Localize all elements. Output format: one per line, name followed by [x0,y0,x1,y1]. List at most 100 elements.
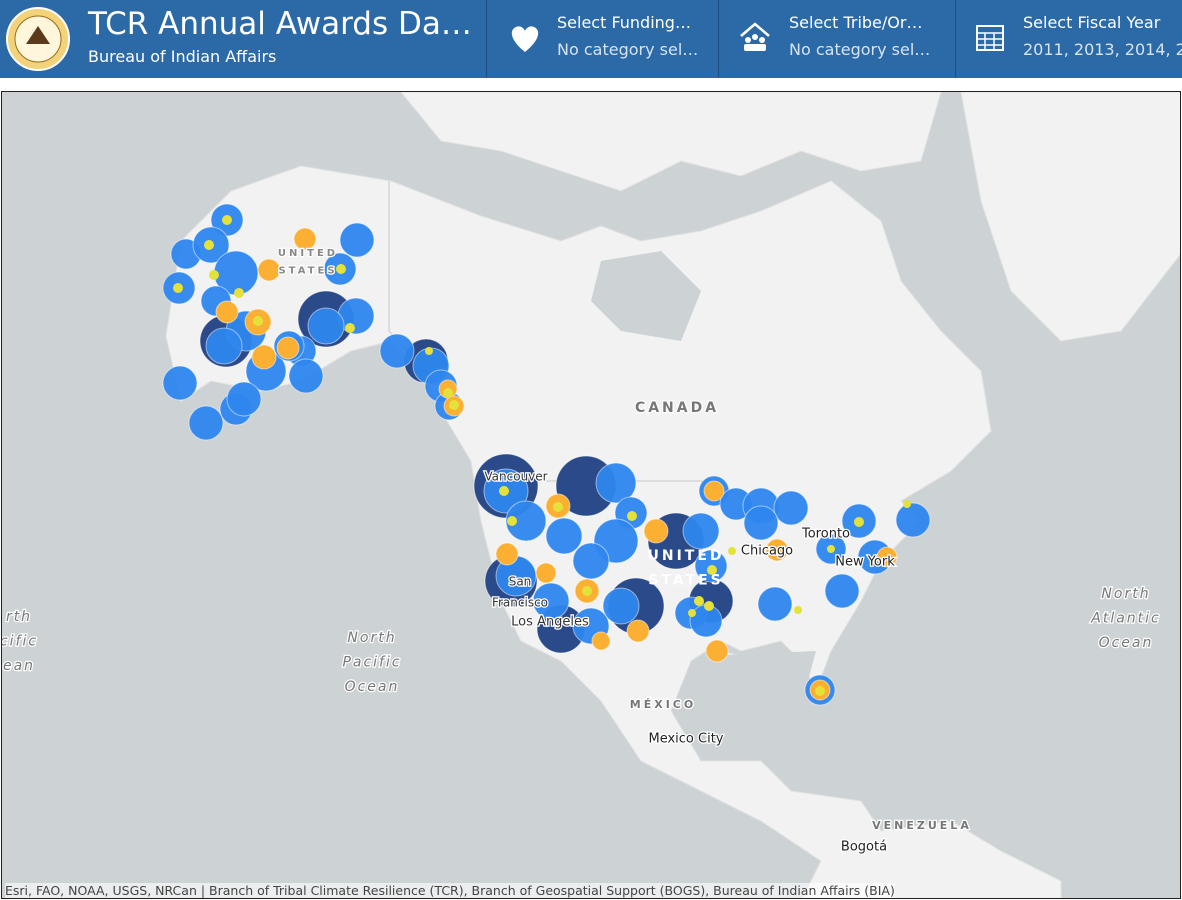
map-marker [757,586,793,622]
map-label: Ocean [345,679,400,695]
map-label: STATES [278,266,337,277]
map-marker [627,511,637,521]
icon [740,22,770,51]
map-label: Vancouver [484,470,547,484]
map-label: UNITED [278,248,338,259]
map-marker [682,512,720,550]
map-marker [276,336,300,360]
filter-value: No category sel… [789,40,931,59]
map-marker [535,562,557,584]
map-marker [253,316,263,326]
map-label: Francisco [492,596,548,610]
map-label: Bogotá [841,840,887,855]
map-marker [688,609,696,617]
filter-funding[interactable]: Select Funding… No category sel… [486,0,719,78]
map-marker [293,227,317,251]
map-marker [257,258,281,282]
map-marker [226,381,262,417]
filter-tribe[interactable]: Select Tribe/Or… No category sel… [718,0,956,78]
map-label: Pacific [342,655,401,671]
map-label: North [347,630,396,646]
map-marker [773,490,809,526]
map-label: San [509,575,532,589]
map-marker [595,462,637,504]
filter-year[interactable]: Select Fiscal Year 2011, 2013, 2014, 2. [955,0,1182,78]
map-marker [704,601,714,611]
map-marker [288,358,324,394]
map-marker [188,405,224,441]
map-label: CANADA [635,400,719,416]
map-label: Mexico City [648,732,723,747]
map-canvas: UNITED STATES CANADA Vancouver UNITED STATES C… [2,92,1180,898]
map-marker [572,542,610,580]
map-marker [626,619,650,643]
map-marker [743,505,779,541]
icon [511,26,539,52]
map-label: North [1101,586,1150,602]
map-marker [379,333,415,369]
map-marker [505,500,547,542]
map-marker [209,270,219,280]
map-marker [443,388,453,398]
filter-value: 2011, 2013, 2014, 2. [1023,40,1182,59]
map-marker [694,596,704,606]
map-marker [895,502,931,538]
map-marker [205,327,243,365]
subtitle: Bureau of Indian Affairs [88,47,277,66]
map-label: Ocean [1099,635,1154,651]
map-marker [545,517,583,555]
map-marker [339,222,375,258]
map-marker [827,545,835,553]
map-label: Toronto [801,527,850,542]
map-label: rth [6,609,32,625]
map-marker [591,631,611,651]
map-marker [215,300,239,324]
filter-label: Select Funding… [557,13,691,32]
seal [6,7,70,71]
map-marker [307,307,345,345]
map-marker [173,283,183,293]
map-marker [234,288,244,298]
map-marker [336,264,346,274]
map-label: Atlantic [1090,611,1160,627]
header: TCR Annual Awards Da… Bureau of Indian A… [0,0,1182,78]
map-label: New York [835,555,895,570]
map-label: Chicago [741,544,793,559]
map-label: UNITED [647,548,724,564]
attribution: Esri, FAO, NOAA, USGS, NRCan | Branch of… [5,883,895,898]
map-marker [765,538,789,562]
map-marker [728,547,736,555]
map-marker [499,486,509,496]
map-marker [824,573,860,609]
filter-value: No category sel… [557,40,699,59]
map-marker [703,480,725,502]
map-marker [705,639,729,663]
filter-label: Select Fiscal Year [1023,13,1161,32]
map-label: Los Angeles [511,615,589,630]
map-marker [903,500,911,508]
map-marker [794,606,802,614]
map-marker [162,365,198,401]
map-marker [582,586,592,596]
map-marker [707,565,717,575]
icon [976,25,1004,51]
map-marker [643,518,669,544]
title: TCR Annual Awards Da… [88,6,472,42]
map-marker [815,686,825,696]
map-marker [345,323,355,333]
map-marker [425,347,433,355]
map-label: STATES [648,573,724,589]
map-marker [532,582,570,620]
map-marker [854,517,864,527]
map-marker [602,587,640,625]
map-label: ean [3,658,35,674]
filter-label: Select Tribe/Or… [789,13,923,32]
map[interactable]: UNITED STATES CANADA Vancouver UNITED STATES C… [1,91,1181,899]
map-marker [204,240,214,250]
map-marker [251,344,277,370]
map-label: MÉXICO [630,698,696,711]
map-marker [495,542,519,566]
map-marker [449,400,459,410]
map-label: cific [2,634,38,650]
